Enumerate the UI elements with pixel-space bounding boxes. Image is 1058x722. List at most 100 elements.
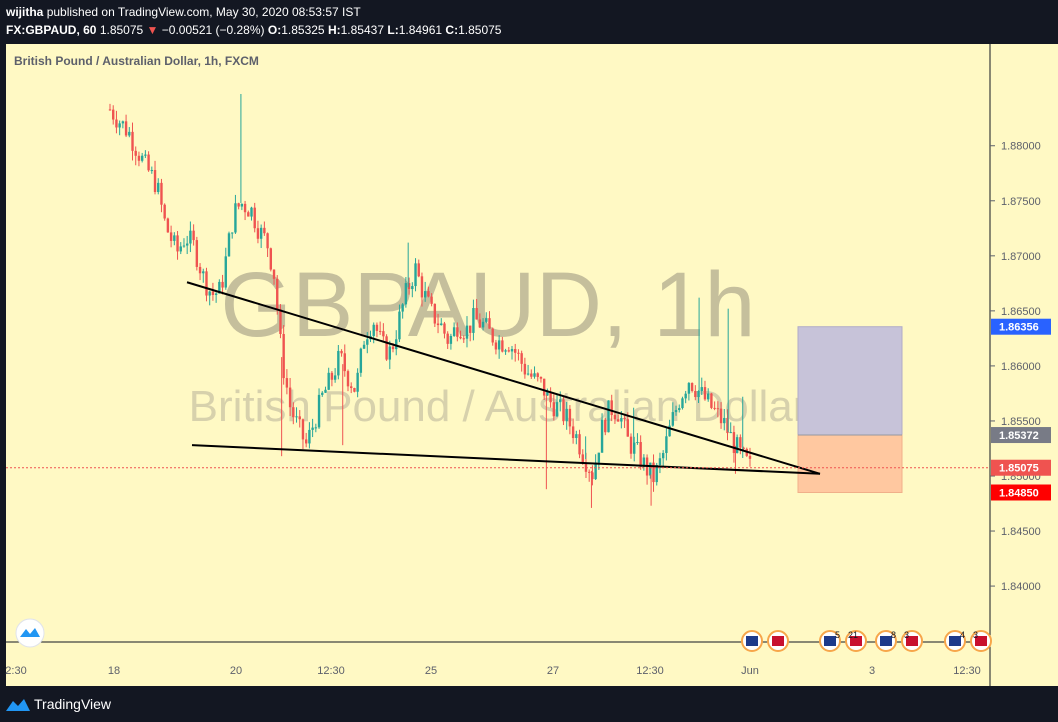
candle-body	[398, 311, 401, 340]
economic-event[interactable]: 5 21	[819, 630, 867, 652]
candle-body	[401, 304, 404, 312]
change-down-icon: ▼	[146, 23, 159, 37]
candle-body	[623, 418, 626, 420]
candle-body	[748, 455, 752, 459]
economic-events[interactable]: 5 21 8 3 4 3	[741, 630, 992, 652]
candle-body	[214, 293, 218, 295]
candle-body	[472, 308, 475, 333]
candle-body	[555, 402, 559, 417]
candle-body	[266, 233, 269, 249]
candle-body	[665, 436, 668, 454]
candle-body	[719, 408, 723, 424]
loss-zone[interactable]	[797, 434, 903, 494]
go-to-realtime-button[interactable]	[15, 618, 45, 648]
candle-body	[202, 271, 205, 274]
candle-body	[501, 340, 504, 352]
candle-body	[668, 425, 671, 437]
flag-fill	[746, 636, 758, 646]
candle-body	[568, 408, 572, 427]
candle-body	[169, 232, 173, 241]
candle-body	[240, 203, 244, 207]
candle-body	[584, 462, 588, 472]
candle-body	[137, 155, 141, 161]
candle-body	[462, 338, 465, 340]
candle-body	[253, 207, 256, 229]
candle-body	[163, 204, 166, 219]
candle-body	[607, 400, 610, 433]
close-label: C:	[445, 23, 459, 37]
watermark-symbol: GBPAUD, 1h	[220, 254, 755, 356]
trendlines[interactable]	[186, 281, 821, 475]
candle-body	[359, 348, 363, 373]
candle-body	[304, 439, 308, 444]
candle-body	[739, 437, 742, 448]
price-axis[interactable]	[990, 44, 1058, 686]
event-count: 21	[848, 630, 858, 640]
time-axis[interactable]	[6, 642, 990, 686]
candle-body	[388, 346, 391, 360]
candle-body	[243, 203, 247, 213]
upper-trendline[interactable]	[186, 281, 821, 475]
candle-body	[465, 325, 469, 339]
candle-body	[494, 342, 498, 350]
candle-body	[134, 150, 137, 156]
footer: TradingView	[0, 686, 1058, 722]
candle-body	[552, 402, 556, 417]
candle-body	[533, 373, 536, 377]
time-tick-label: 27	[547, 665, 559, 677]
long-position-tool[interactable]	[797, 326, 903, 494]
candle-body	[150, 170, 154, 172]
candle-body	[218, 281, 221, 294]
low-value: 1.84961	[398, 23, 443, 37]
candle-body	[234, 203, 237, 233]
candle-body	[411, 286, 414, 290]
candle-body	[343, 353, 346, 372]
candlestick-chart[interactable]: GBPAUD, 1h British Pound / Australian Do…	[0, 44, 1058, 686]
candle-body	[587, 471, 591, 473]
price-tags: 1.86356 1.85372 1.85075 1.84850	[991, 318, 1051, 501]
open-label: O:	[267, 23, 282, 37]
flag-fill	[772, 636, 784, 646]
candle-body	[742, 447, 745, 449]
candle-body	[118, 123, 121, 128]
time-tick-label: 2:30	[5, 665, 26, 677]
candle-body	[436, 323, 440, 326]
publisher-name[interactable]: wijitha	[6, 5, 44, 19]
profit-zone[interactable]	[797, 326, 903, 436]
candle-body	[327, 372, 330, 390]
time-tick-label: 20	[230, 665, 242, 677]
candle-body	[697, 391, 700, 398]
event-count: 5	[835, 630, 840, 640]
logo-badge[interactable]	[15, 618, 45, 648]
candle-body	[372, 324, 375, 336]
footer-brand[interactable]: TradingView	[34, 696, 112, 712]
candle-body	[620, 418, 623, 422]
candle-body	[182, 245, 186, 247]
open-value: 1.85325	[281, 23, 325, 37]
economic-event[interactable]	[741, 630, 789, 652]
candle-body	[642, 457, 646, 467]
candle-body	[523, 363, 527, 375]
candle-body	[269, 248, 273, 270]
candle-body	[208, 291, 211, 296]
candle-body	[655, 464, 658, 483]
candle-body	[526, 373, 530, 375]
lower-trendline[interactable]	[191, 444, 821, 475]
candle-body	[385, 336, 388, 360]
candle-body	[121, 121, 125, 124]
candle-body	[658, 458, 662, 465]
candle-body	[333, 375, 337, 380]
price-tick-label: 1.84000	[1001, 581, 1041, 593]
candle-body	[356, 372, 359, 392]
time-axis-labels: 2:30 18 20 12:30 25 27 12:30 Jun 3 12:30	[5, 665, 980, 677]
candle-body	[571, 426, 575, 439]
price-tick-label: 1.86500	[1001, 306, 1041, 318]
candle-body	[256, 228, 260, 239]
candle-body	[115, 119, 118, 128]
candle-body	[578, 434, 581, 455]
time-tick-label: Jun	[741, 665, 759, 677]
candle-body	[661, 453, 665, 459]
candle-body	[160, 182, 163, 205]
